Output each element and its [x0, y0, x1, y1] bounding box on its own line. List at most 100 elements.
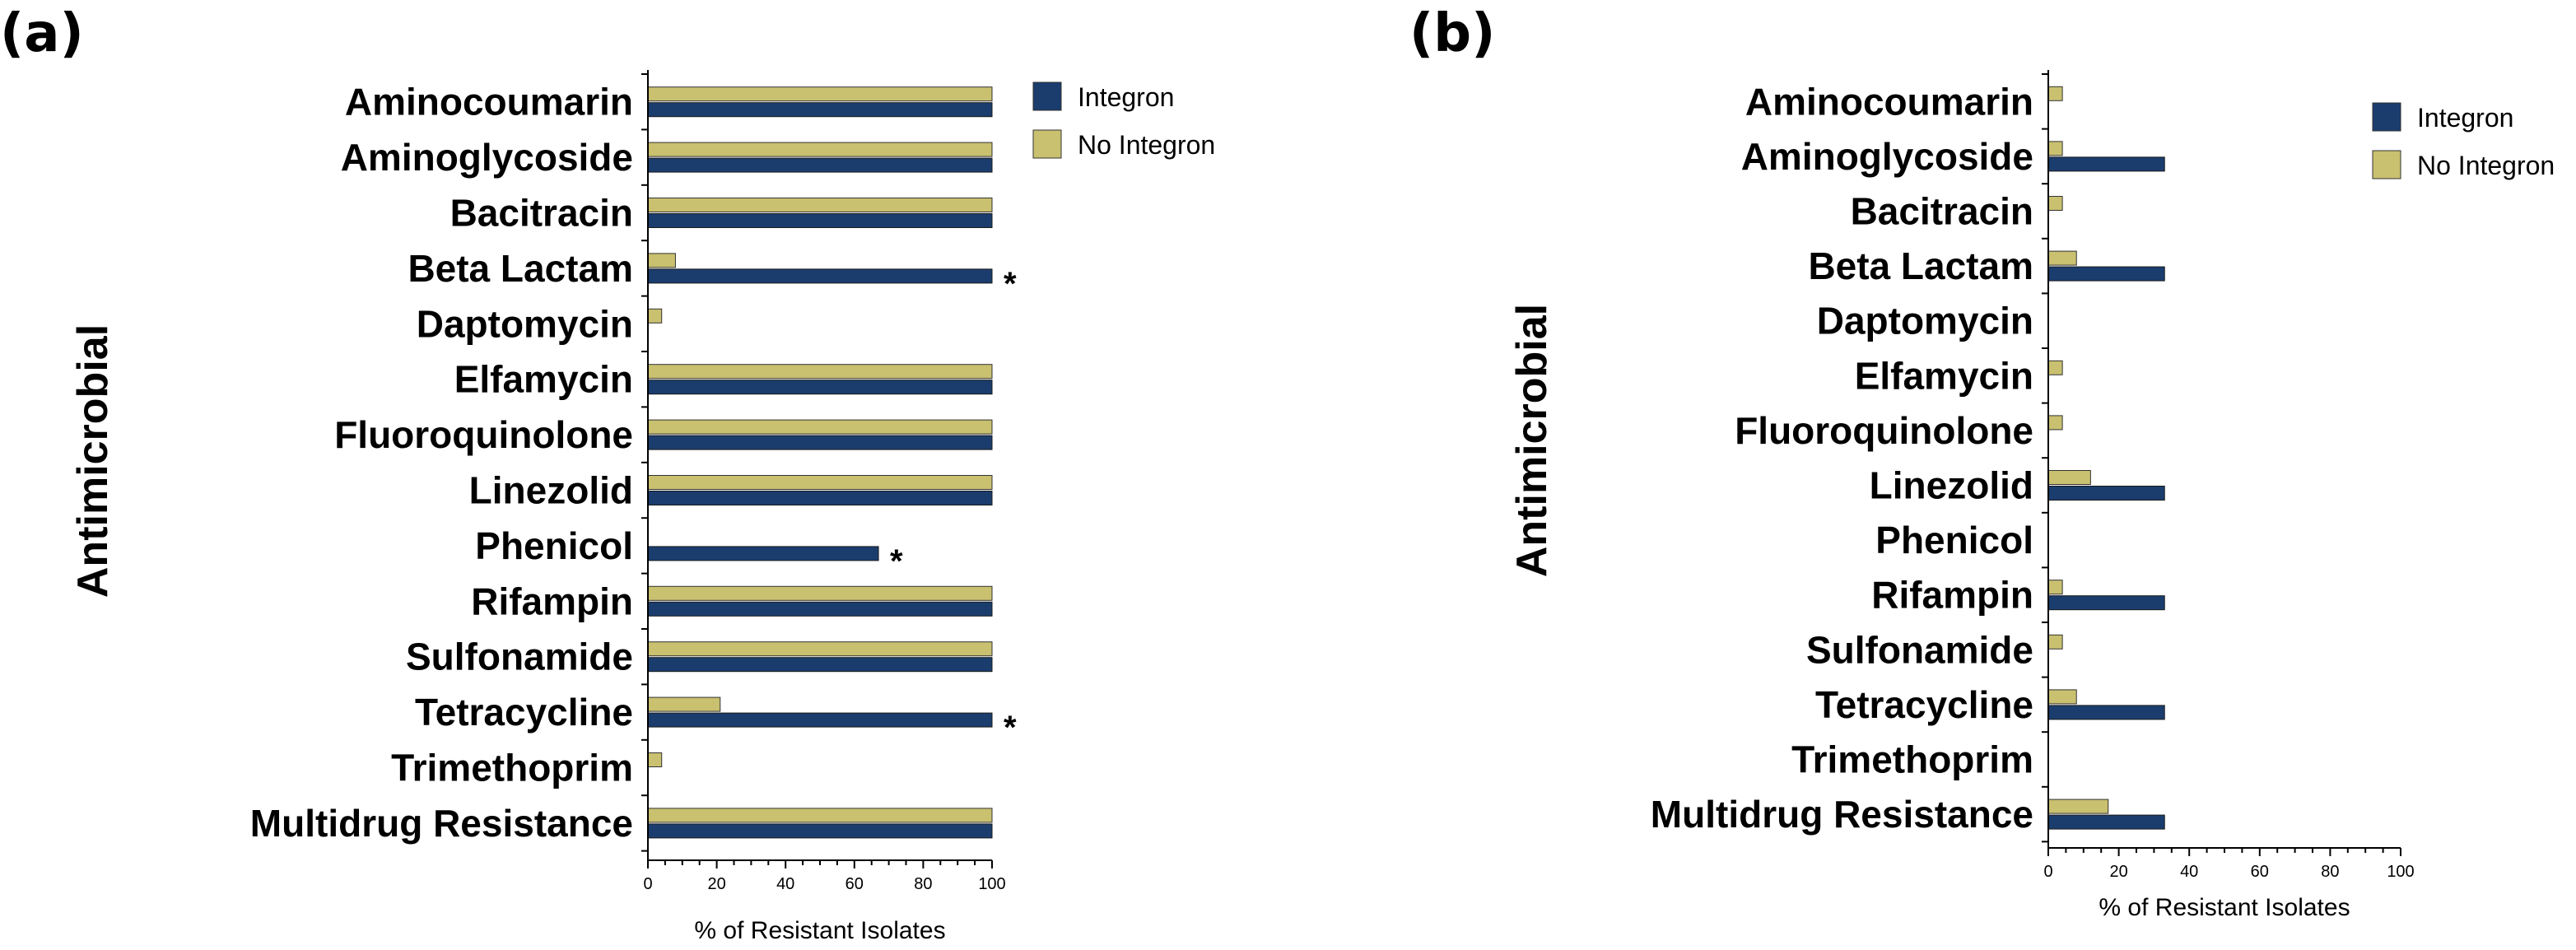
bar-integron-aminoglycoside [2047, 156, 2165, 172]
category-label-rifampin: Rifampin [471, 580, 633, 622]
category-label-aminocoumarin: Aminocoumarin [345, 81, 633, 123]
bar-integron-tetracycline [647, 712, 993, 728]
legend-swatch-integron [1032, 81, 1062, 111]
x-tick-label: 80 [2321, 863, 2339, 881]
y-axis-title: Antimicrobial [69, 324, 117, 598]
category-label-multidrug-resistance: Multidrug Resistance [1651, 793, 2033, 836]
category-label-trimethoprim: Trimethoprim [391, 747, 633, 789]
category-label-tetracycline: Tetracycline [415, 691, 633, 733]
bar-no-integron-fluoroquinolone [647, 419, 993, 435]
bar-no-integron-trimethoprim [647, 752, 663, 767]
category-label-fluoroquinolone: Fluoroquinolone [334, 413, 633, 456]
category-label-bacitracin: Bacitracin [450, 192, 633, 235]
bar-integron-multidrug-resistance [647, 823, 993, 839]
legend-swatch-integron [2372, 102, 2401, 132]
x-axis-title: % of Resistant Isolates [2099, 894, 2350, 921]
bar-integron-aminoglycoside [647, 157, 993, 173]
category-label-linezolid: Linezolid [1870, 464, 2033, 507]
bar-no-integron-elfamycin [647, 364, 993, 380]
bar-integron-rifampin [647, 601, 993, 617]
category-label-trimethoprim: Trimethoprim [1791, 738, 2033, 781]
bar-no-integron-bacitracin [2047, 196, 2063, 211]
bar-no-integron-multidrug-resistance [647, 808, 993, 823]
bar-no-integron-aminoglycoside [2047, 141, 2063, 156]
category-label-aminocoumarin: Aminocoumarin [1745, 80, 2033, 123]
bar-no-integron-linezolid [2047, 470, 2091, 485]
bar-integron-beta-lactam [2047, 266, 2165, 282]
bar-no-integron-aminoglycoside [647, 142, 993, 157]
category-label-aminoglycoside: Aminoglycoside [1741, 135, 2033, 178]
category-label-bacitracin: Bacitracin [1851, 190, 2033, 233]
category-label-sulfonamide: Sulfonamide [406, 636, 633, 678]
chart-panel-b: Antimicrobial Aminocoumarin Aminoglycoside… [1508, 70, 2555, 921]
category-label-tetracycline: Tetracycline [1815, 683, 2033, 726]
category-label-beta-lactam: Beta Lactam [408, 247, 633, 290]
bar-integron-beta-lactam [647, 268, 993, 284]
bar-integron-elfamycin [647, 380, 993, 395]
significance-star-tetracycline: * [1004, 710, 1017, 746]
x-tick-label: 100 [978, 875, 1005, 893]
significance-star-beta-lactam: * [1004, 266, 1017, 302]
x-tick-label: 100 [2387, 863, 2414, 881]
x-tick-label: 20 [707, 875, 725, 893]
legend-swatch-no-integron [1032, 129, 1062, 159]
x-axis-title: % of Resistant Isolates [694, 917, 945, 944]
bar-integron-multidrug-resistance [2047, 814, 2165, 830]
legend-label-integron: Integron [2417, 103, 2513, 133]
bar-no-integron-bacitracin [647, 198, 993, 212]
bar-no-integron-fluoroquinolone [2047, 415, 2063, 431]
bar-no-integron-rifampin [2047, 580, 2063, 595]
panel-a-label: (a) [0, 3, 84, 64]
bar-integron-tetracycline [2047, 705, 2165, 720]
x-tick-label: 40 [2180, 863, 2198, 881]
x-tick-label: 0 [643, 875, 652, 893]
bar-integron-aminocoumarin [647, 102, 993, 118]
legend-label-no-integron: No Integron [1078, 130, 1215, 160]
bar-no-integron-beta-lactam [2047, 250, 2077, 266]
category-label-sulfonamide: Sulfonamide [1806, 628, 2033, 671]
category-label-beta-lactam: Beta Lactam [1808, 244, 2033, 287]
bar-no-integron-sulfonamide [647, 641, 993, 657]
category-label-aminoglycoside: Aminoglycoside [341, 136, 633, 179]
chart-panel-a: Antimicrobial Aminocoumarin Aminoglycoside… [69, 70, 1215, 944]
bar-integron-sulfonamide [647, 657, 993, 673]
legend-swatch-no-integron [2372, 150, 2401, 179]
x-tick-label: 60 [845, 875, 864, 893]
bar-no-integron-elfamycin [2047, 360, 2063, 375]
bar-integron-phenicol [647, 546, 879, 561]
x-tick-label: 60 [2251, 863, 2269, 881]
bar-integron-fluoroquinolone [647, 435, 993, 450]
bar-integron-rifampin [2047, 595, 2165, 611]
bar-no-integron-aminocoumarin [647, 86, 993, 102]
legend-label-integron: Integron [1078, 82, 1174, 112]
x-tick-label: 40 [776, 875, 794, 893]
legend-label-no-integron: No Integron [2417, 151, 2555, 180]
bar-integron-linezolid [647, 491, 993, 505]
category-label-phenicol: Phenicol [1875, 519, 2033, 561]
bar-no-integron-multidrug-resistance [2047, 799, 2109, 814]
bar-no-integron-tetracycline [647, 696, 721, 712]
x-tick-label: 0 [2043, 863, 2052, 881]
category-label-multidrug-resistance: Multidrug Resistance [250, 802, 633, 845]
bar-integron-linezolid [2047, 486, 2165, 501]
category-label-elfamycin: Elfamycin [454, 358, 633, 401]
category-label-fluoroquinolone: Fluoroquinolone [1735, 409, 2033, 452]
y-axis-title: Antimicrobial [1508, 304, 1556, 577]
bar-no-integron-beta-lactam [647, 253, 676, 268]
x-tick-label: 80 [914, 875, 932, 893]
category-label-elfamycin: Elfamycin [1855, 354, 2033, 397]
category-label-daptomycin: Daptomycin [1817, 300, 2033, 342]
x-tick-label: 20 [2109, 863, 2127, 881]
bar-integron-bacitracin [647, 213, 993, 228]
bar-no-integron-rifampin [647, 585, 993, 601]
bar-no-integron-linezolid [647, 475, 993, 490]
bar-no-integron-tetracycline [2047, 689, 2077, 705]
bar-no-integron-daptomycin [647, 308, 663, 324]
category-label-phenicol: Phenicol [475, 524, 633, 567]
bar-no-integron-aminocoumarin [2047, 86, 2063, 101]
significance-star-phenicol: * [890, 543, 903, 580]
bar-no-integron-sulfonamide [2047, 634, 2063, 650]
category-label-linezolid: Linezolid [469, 469, 633, 512]
category-label-daptomycin: Daptomycin [417, 302, 633, 345]
